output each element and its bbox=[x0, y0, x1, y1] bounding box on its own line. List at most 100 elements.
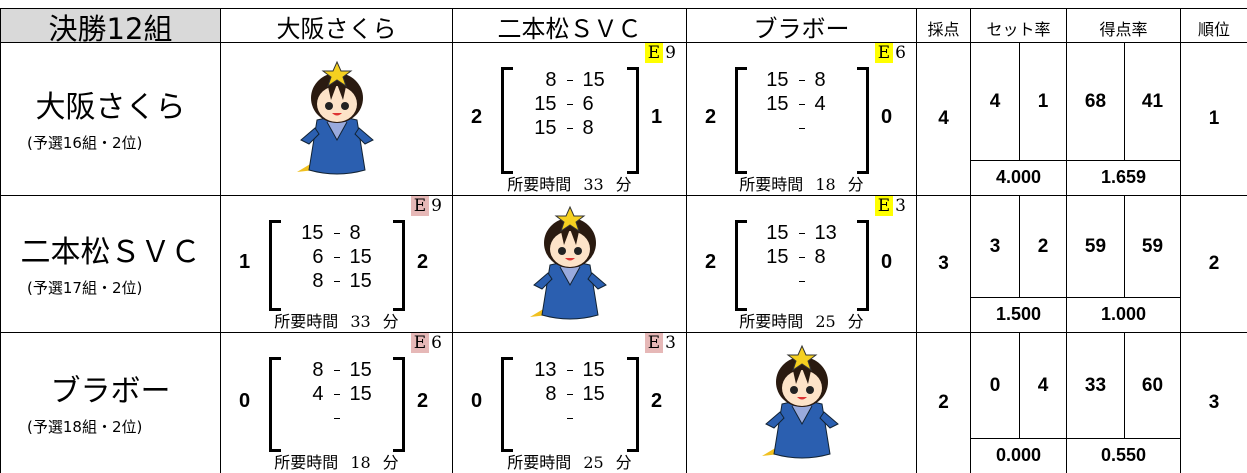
header-team-cell: 大阪さくら bbox=[220, 8, 453, 43]
set-ratio: 1.500 bbox=[995, 304, 1042, 324]
bracket-right bbox=[393, 357, 405, 452]
point-ratio: 0.550 bbox=[1100, 445, 1147, 465]
point-against: 60 bbox=[1141, 374, 1164, 396]
set-score: 8 bbox=[814, 246, 826, 268]
set-line: 15 13 bbox=[687, 222, 916, 245]
duration-value: 33 bbox=[583, 175, 604, 194]
mascot bbox=[520, 205, 620, 325]
point-box: 68 41 bbox=[1066, 42, 1181, 161]
header-rank: 順位 bbox=[1197, 20, 1230, 39]
set-separator bbox=[798, 281, 805, 283]
header-team: ブラボー bbox=[753, 15, 850, 43]
set-score: 8 bbox=[545, 69, 557, 91]
set-for: 0 bbox=[989, 374, 1001, 396]
duration-label: 所要時間 bbox=[739, 312, 804, 331]
match-cell: E 3 0 2 13 15 8 15 所要時間 25 分 bbox=[452, 332, 687, 473]
set-line: 8 15 bbox=[453, 69, 686, 92]
set-separator bbox=[333, 257, 340, 259]
right-score: 0 bbox=[881, 105, 893, 128]
point-for: 33 bbox=[1084, 374, 1107, 396]
set-divider bbox=[1019, 196, 1020, 297]
set-score: 13 bbox=[534, 359, 557, 381]
badge-match: 3 bbox=[895, 196, 906, 216]
duration: 所要時間 18 分 bbox=[221, 449, 452, 473]
set-score: 15 bbox=[766, 222, 789, 244]
set-score: 15 bbox=[349, 359, 372, 381]
duration-value: 33 bbox=[350, 312, 371, 331]
points-cell: 2 bbox=[916, 332, 971, 473]
set-score: 6 bbox=[312, 246, 324, 268]
point-against: 59 bbox=[1141, 235, 1164, 257]
set-ratio-box: 4.000 bbox=[970, 160, 1067, 196]
duration-value: 25 bbox=[815, 312, 836, 331]
badge-match: 6 bbox=[895, 43, 906, 63]
duration: 所要時間 33 分 bbox=[453, 171, 686, 195]
header-team: 大阪さくら bbox=[276, 15, 397, 43]
bracket-right bbox=[857, 67, 869, 174]
set-score: 15 bbox=[301, 222, 324, 244]
header-cell: 順位 bbox=[1180, 8, 1247, 43]
right-score: 2 bbox=[417, 250, 429, 273]
match-cell: E 6 2 0 15 8 15 4 所要時間 18 分 bbox=[686, 42, 917, 196]
duration-unit: 分 bbox=[382, 453, 399, 472]
set-score: 6 bbox=[582, 93, 594, 115]
duration-unit: 分 bbox=[615, 175, 632, 194]
duration-label: 所要時間 bbox=[274, 312, 339, 331]
point-ratio: 1.659 bbox=[1100, 167, 1147, 187]
rank: 1 bbox=[1208, 107, 1220, 129]
set-separator bbox=[566, 80, 573, 82]
bracket-left bbox=[269, 220, 281, 311]
set-separator bbox=[798, 257, 805, 259]
point-ratio-box: 1.659 bbox=[1066, 160, 1181, 196]
point-divider bbox=[1124, 333, 1125, 438]
team-cell: ブラボー (予選18組・2位) bbox=[0, 332, 221, 473]
duration-value: 18 bbox=[815, 175, 836, 194]
match-cell: E 3 2 0 15 13 15 8 所要時間 25 分 bbox=[686, 195, 917, 333]
set-for: 4 bbox=[989, 90, 1001, 112]
bracket-left bbox=[735, 220, 747, 311]
left-score: 0 bbox=[471, 389, 483, 412]
set-line bbox=[221, 407, 452, 430]
set-line: 8 15 bbox=[221, 359, 452, 382]
right-score: 1 bbox=[651, 105, 663, 128]
rank-cell: 1 bbox=[1180, 42, 1247, 196]
bracket-right bbox=[393, 220, 405, 311]
point-ratio: 1.000 bbox=[1100, 304, 1147, 324]
team-name: 大阪さくら bbox=[35, 89, 186, 125]
header-team-cell: ブラボー bbox=[686, 8, 917, 43]
team-cell: 二本松ＳＶＣ (予選17組・2位) bbox=[0, 195, 221, 333]
badge-court: E bbox=[874, 196, 894, 216]
set-score: 8 bbox=[349, 222, 361, 244]
set-score: 4 bbox=[814, 93, 826, 115]
badge-match: 9 bbox=[665, 43, 676, 63]
set-score: 13 bbox=[814, 222, 837, 244]
team-sub: (予選18組・2位) bbox=[27, 417, 143, 436]
points: 2 bbox=[938, 391, 949, 413]
rank-cell: 3 bbox=[1180, 332, 1247, 473]
set-separator bbox=[566, 128, 573, 130]
set-against: 1 bbox=[1037, 90, 1049, 112]
left-score: 2 bbox=[705, 250, 717, 273]
set-separator bbox=[798, 128, 805, 130]
set-against: 2 bbox=[1037, 235, 1049, 257]
point-ratio-box: 1.000 bbox=[1066, 297, 1181, 333]
set-separator bbox=[333, 233, 340, 235]
set-score: 8 bbox=[814, 69, 826, 91]
set-line: 15 8 bbox=[687, 69, 916, 92]
set-divider bbox=[1019, 43, 1020, 160]
badge-court: E bbox=[410, 196, 430, 216]
header-title-cell: 決勝12組 bbox=[0, 8, 221, 46]
team-name: ブラボー bbox=[50, 373, 171, 409]
duration-value: 25 bbox=[583, 453, 604, 472]
duration-unit: 分 bbox=[382, 312, 399, 331]
badge-court: E bbox=[874, 43, 894, 63]
match-cell: E 9 2 1 8 15 15 6 15 8 所要時間 33 分 bbox=[452, 42, 687, 196]
point-for: 59 bbox=[1084, 235, 1107, 257]
set-line: 6 15 bbox=[221, 246, 452, 269]
header-cell: 採点 bbox=[916, 8, 971, 43]
set-separator bbox=[333, 281, 340, 283]
